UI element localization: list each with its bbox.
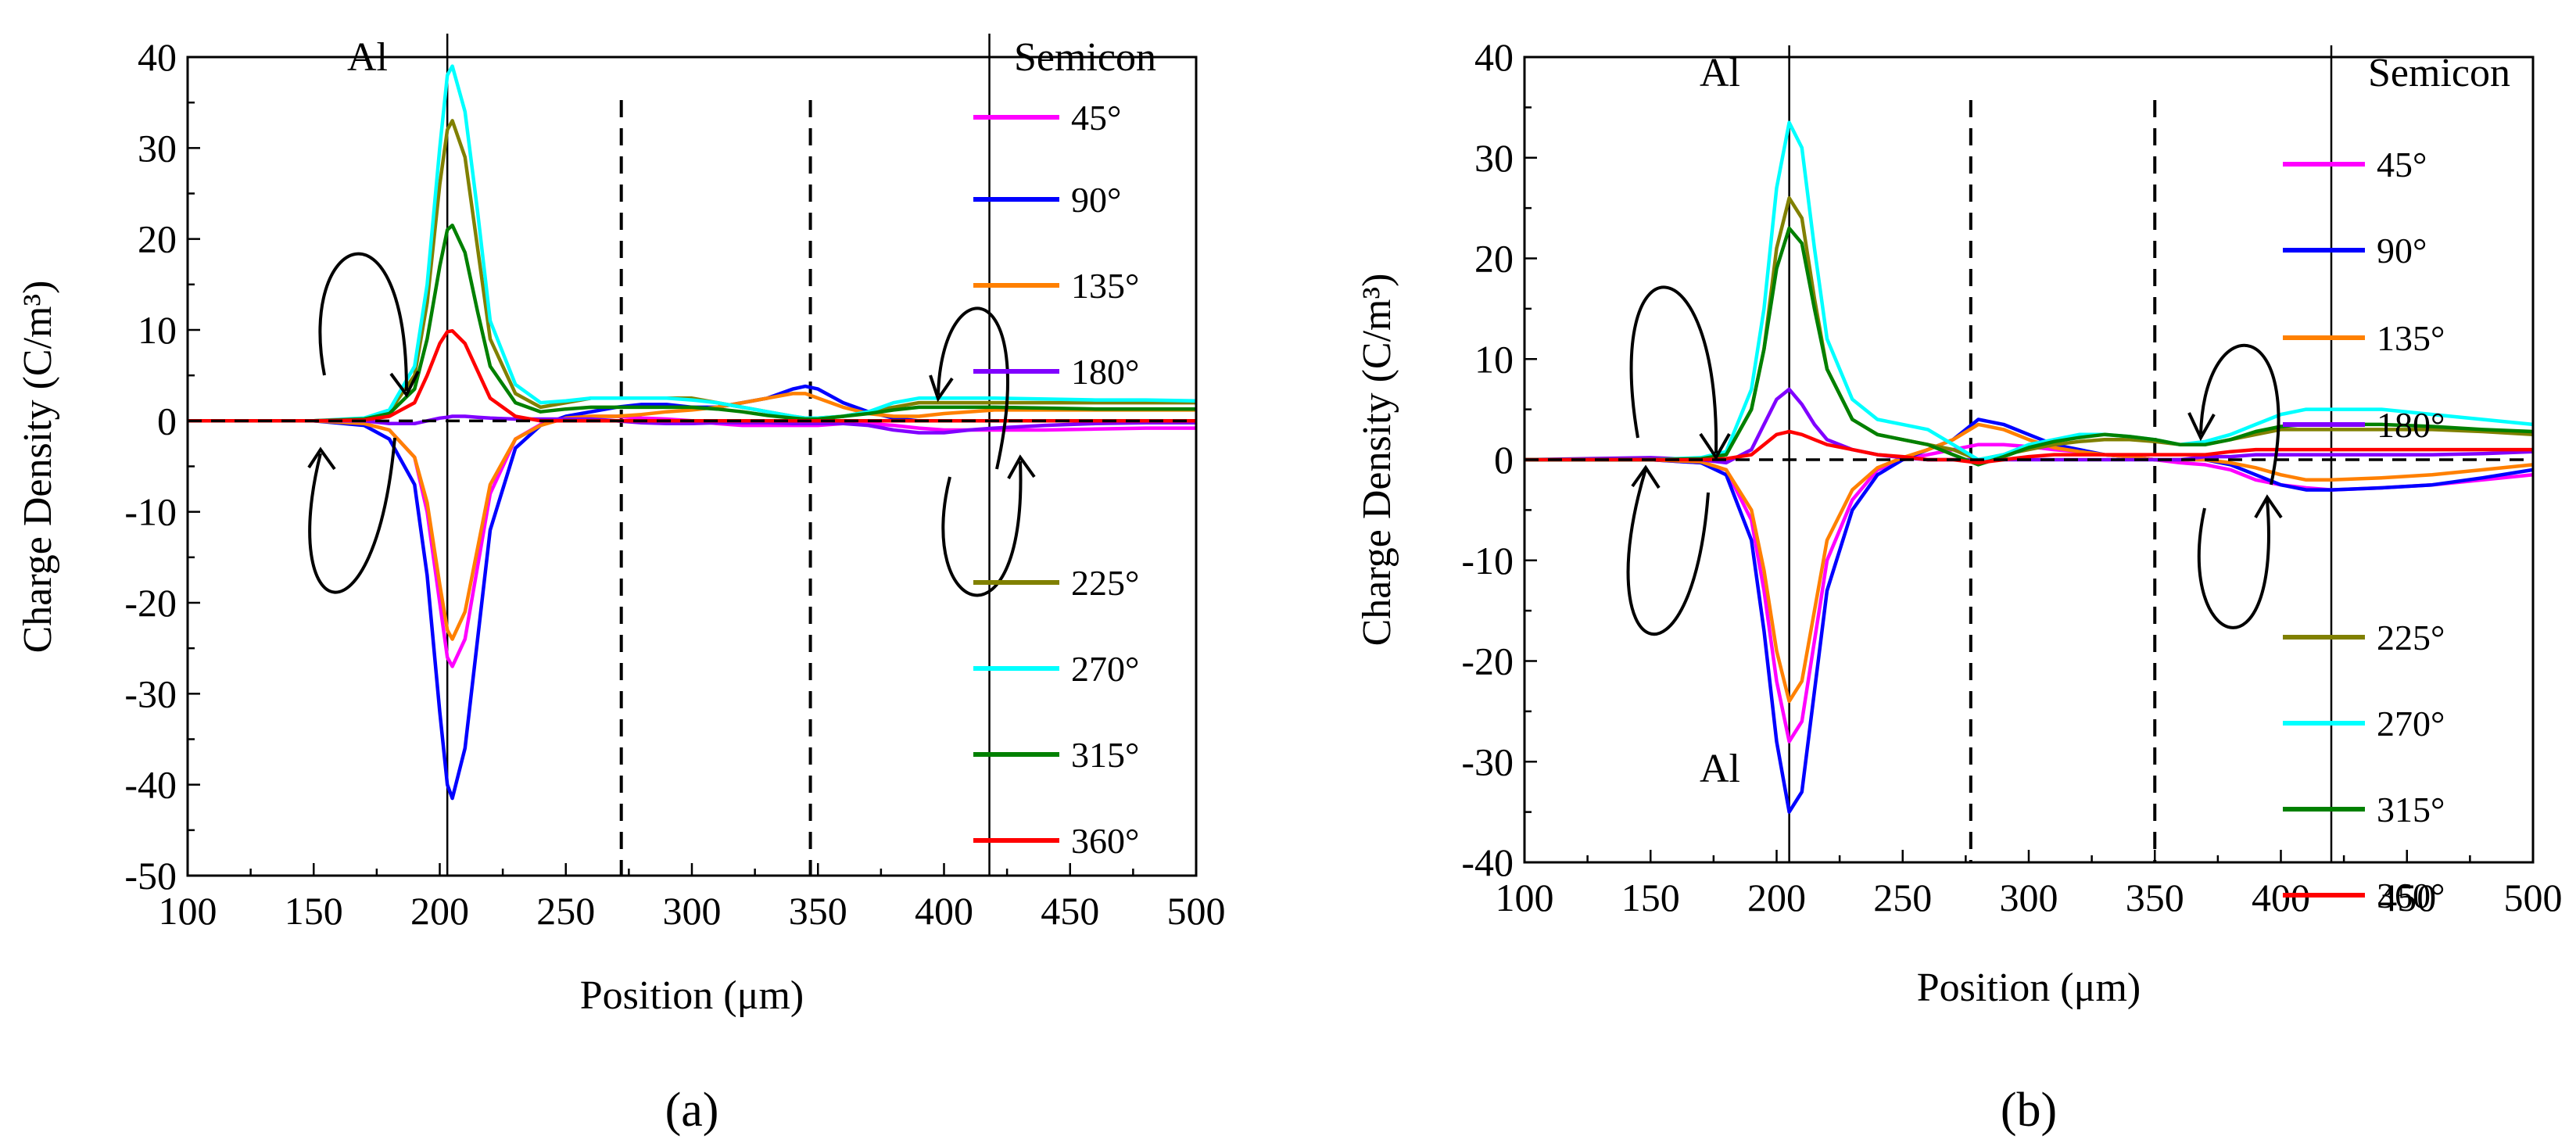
- panel-label-b: (b): [2001, 1084, 2057, 1137]
- x-axis-title-b: Position (μm): [1917, 966, 2141, 1010]
- arrowhead-icon: [389, 371, 420, 398]
- x-tick-label: 250: [1873, 876, 1932, 919]
- y-tick-label: 20: [1474, 237, 1514, 281]
- series-line-225deg: [188, 119, 1196, 423]
- y-tick-label: 40: [138, 35, 177, 79]
- x-tick-label: 200: [410, 889, 469, 933]
- x-tick-label: 450: [2377, 876, 2436, 919]
- x-tick-label: 100: [1496, 876, 1554, 919]
- legend-label: 45°: [1071, 98, 1121, 138]
- x-tick-label: 200: [1747, 876, 1806, 919]
- legend-label: 225°: [1071, 563, 1139, 603]
- x-tick-label: 100: [159, 889, 217, 933]
- rotation-arrow-icon: [1629, 285, 1718, 454]
- x-tick-label: 450: [1041, 889, 1099, 933]
- series-line-135deg: [188, 392, 1196, 641]
- legend-label: 360°: [1071, 821, 1139, 861]
- y-tick-label: -40: [124, 763, 177, 807]
- legend-label: 225°: [2377, 618, 2445, 657]
- arrowhead-icon: [307, 446, 336, 471]
- legend-label: 90°: [1071, 180, 1121, 220]
- legend-label: 360°: [2377, 876, 2445, 915]
- y-tick-label: -20: [124, 581, 177, 625]
- panel-label-a: (a): [665, 1084, 719, 1137]
- legend-label: 45°: [2377, 145, 2427, 185]
- series-line-180deg: [188, 414, 1196, 435]
- x-tick-label: 150: [285, 889, 343, 933]
- series-line-270deg: [1524, 120, 2534, 462]
- y-tick-label: -10: [124, 490, 177, 534]
- y-tick-label: 30: [1474, 136, 1514, 180]
- semicon-label-b: Semicon: [2368, 51, 2510, 95]
- rotation-arrow-icon: [2197, 500, 2270, 629]
- plot-lines-a: [188, 34, 1197, 876]
- legend-label: 315°: [1071, 735, 1139, 775]
- axis-ticks-b: 100 150 200 250 300 350 400 450 500-40-30-20-100…: [1461, 35, 2562, 919]
- al-label-b: Al: [1700, 51, 1740, 95]
- y-tick-label: -50: [124, 854, 177, 898]
- y-tick-label: 10: [138, 308, 177, 352]
- arrowhead-icon: [929, 374, 954, 403]
- x-tick-label: 300: [2000, 876, 2058, 919]
- rotation-arrow-icon: [1626, 468, 1710, 636]
- arrowhead-icon: [2254, 494, 2283, 519]
- series-line-45deg: [188, 414, 1196, 668]
- rotation-arrows-b: [1626, 285, 2283, 636]
- y-axis-title-a: Charge Density (C/m³): [16, 281, 60, 654]
- legend-label: 315°: [2377, 790, 2445, 829]
- x-tick-label: 250: [536, 889, 595, 933]
- arrowhead-icon: [1631, 464, 1661, 489]
- axis-ticks-a: 100 150 200 250 300 350 400 450 500-50-40-30-20-…: [124, 35, 1225, 933]
- y-tick-label: -30: [124, 672, 177, 715]
- y-tick-label: 0: [157, 399, 177, 443]
- arrowhead-icon: [1699, 432, 1731, 460]
- rotation-arrow-icon: [2199, 343, 2280, 486]
- series-line-270deg: [188, 64, 1197, 423]
- legend-label: 270°: [1071, 649, 1139, 689]
- y-tick-label: -30: [1461, 740, 1514, 783]
- arrowhead-icon: [2187, 412, 2216, 442]
- y-tick-label: -10: [1461, 539, 1514, 582]
- arrowhead-icon: [1007, 454, 1036, 479]
- al-label-b-bottom: Al: [1700, 747, 1740, 791]
- y-tick-label: 10: [1474, 337, 1514, 381]
- series-line-135deg: [1524, 422, 2534, 704]
- legend-label: 135°: [2377, 318, 2445, 358]
- x-tick-label: 350: [2126, 876, 2184, 919]
- x-tick-label: 150: [1621, 876, 1680, 919]
- rotation-arrow-icon: [318, 252, 408, 392]
- legend-label: 90°: [2377, 231, 2427, 271]
- x-tick-label: 500: [2504, 876, 2563, 919]
- y-tick-label: -20: [1461, 640, 1514, 683]
- x-tick-label: 400: [915, 889, 973, 933]
- panel-b: 100 150 200 250 300 350 400 450 500-40-30-20-100…: [1355, 35, 2563, 1137]
- x-axis-title-a: Position (μm): [580, 973, 804, 1018]
- y-tick-label: 30: [138, 126, 177, 170]
- y-tick-label: 40: [1474, 35, 1514, 79]
- x-tick-label: 500: [1167, 889, 1226, 933]
- y-axis-title-b: Charge Density (C/m³): [1355, 274, 1399, 647]
- series-line-315deg: [188, 223, 1196, 423]
- legend-label: 135°: [1071, 266, 1139, 306]
- rotation-arrows-a: [307, 252, 1036, 597]
- y-tick-label: 20: [138, 217, 177, 261]
- x-tick-label: 300: [663, 889, 722, 933]
- legend-label: 180°: [2377, 405, 2445, 445]
- al-label-a: Al: [347, 35, 388, 80]
- panel-a: 100 150 200 250 300 350 400 450 500-50-40-30-20-…: [16, 34, 1226, 1137]
- rotation-arrow-icon: [308, 437, 396, 594]
- y-tick-label: 0: [1494, 438, 1514, 482]
- rotation-arrow-icon: [941, 460, 1023, 597]
- rotation-arrow-icon: [937, 306, 1009, 470]
- legend-label: 180°: [1071, 352, 1139, 392]
- legend-label: 270°: [2377, 704, 2445, 743]
- x-tick-label: 350: [789, 889, 847, 933]
- semicon-label-a: Semicon: [1014, 35, 1156, 80]
- series-line-90deg: [1524, 417, 2534, 814]
- y-tick-label: -40: [1461, 840, 1514, 884]
- plot-lines-b: [1524, 45, 2534, 862]
